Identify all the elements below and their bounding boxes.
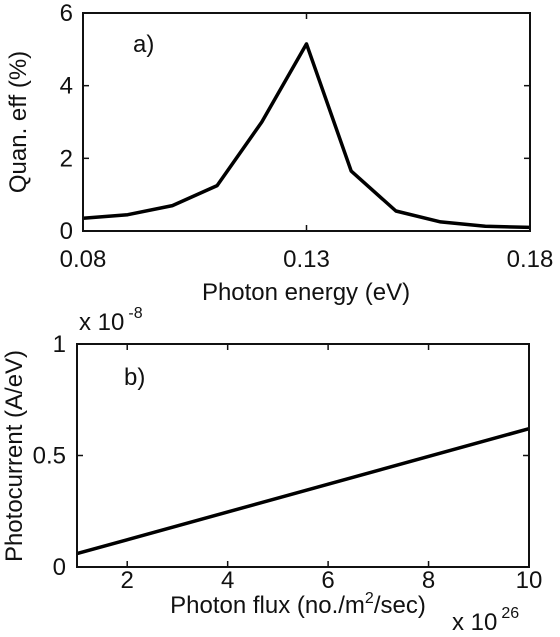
panel-b-xlabel-tail: /sec)	[374, 592, 426, 619]
panel-b-ticks: 2 4 6 8 10 0 0.5 1	[33, 331, 543, 594]
panel-b-xtick-label: 6	[321, 567, 334, 594]
panel-a-xtick-label: 0.18	[507, 246, 554, 273]
panel-b-ytick-label: 1	[53, 331, 66, 358]
panel-b-series-layer	[76, 427, 530, 556]
panel-b-ytick-label: 0.5	[33, 443, 66, 470]
panel-a: 0.08 0.13 0.18 0 2 4 6 a) Photon energy (eV) Q…	[5, 0, 553, 306]
panel-a-series-line	[82, 42, 531, 230]
panel-a-ytick-label: 2	[60, 145, 73, 172]
panel-a-ytick-label: 0	[60, 218, 73, 245]
panel-b-y-multiplier-base: x 10	[79, 309, 124, 336]
panel-a-ytick-label: 4	[60, 73, 73, 100]
panel-b-ylabel: Photocurrent (A/eV)	[1, 350, 28, 562]
panel-a-xtick-label: 0.08	[60, 246, 107, 273]
panel-a-xtick-label: 0.13	[283, 246, 330, 273]
panel-b-tag: b)	[124, 364, 145, 391]
panel-b-xtick-label: 2	[121, 567, 134, 594]
panel-b-x-multiplier: x 10 26	[452, 605, 519, 636]
panel-a-tag: a)	[133, 31, 154, 58]
panel-b-x-multiplier-base: x 10	[452, 609, 497, 636]
panel-a-xlabel: Photon energy (eV)	[202, 279, 410, 306]
panel-b-series-line	[76, 427, 530, 556]
panel-b-ytick-label: 0	[53, 554, 66, 581]
panel-b-xtick-label: 10	[516, 567, 543, 594]
panel-a-ylabel: Quan. eff (%)	[5, 51, 32, 193]
panel-b-xlabel-main: Photon flux (no./m	[170, 592, 365, 619]
panel-b-xlabel: Photon flux (no./m2/sec)	[170, 590, 426, 619]
panel-b-y-multiplier: x 10 -8	[79, 305, 143, 336]
panel-b-y-multiplier-exp: -8	[128, 305, 142, 322]
panel-b-xlabel-sup: 2	[365, 590, 374, 607]
panel-b-xtick-label: 8	[422, 567, 435, 594]
panel-b-x-multiplier-exp: 26	[501, 605, 519, 622]
panel-b-xtick-label: 4	[221, 567, 234, 594]
panel-a-ticks: 0.08 0.13 0.18 0 2 4 6	[60, 0, 554, 273]
panel-a-series-layer	[82, 42, 531, 230]
panel-a-ytick-label: 6	[60, 0, 73, 27]
